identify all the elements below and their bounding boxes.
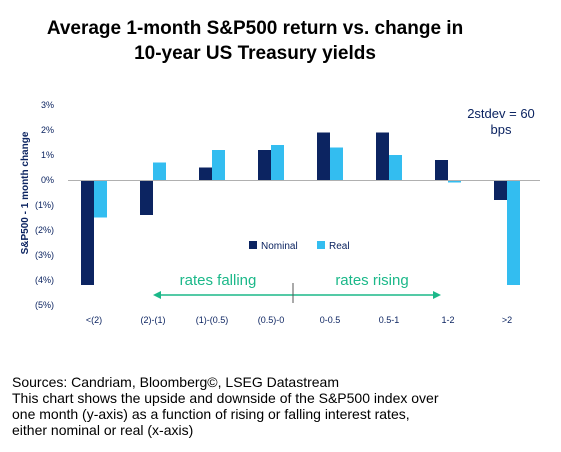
bars <box>81 132 520 285</box>
bar-real-2 <box>212 150 225 180</box>
rates-rising-label: rates rising <box>335 272 408 289</box>
y-tick-label: (2%) <box>35 225 54 235</box>
x-tick-label: 0.5-1 <box>379 315 400 325</box>
bar-real-7 <box>507 180 520 285</box>
y-tick-label: (3%) <box>35 250 54 260</box>
bar-nominal-6 <box>435 160 448 180</box>
bar-nominal-5 <box>376 132 389 180</box>
legend-label-nominal: Nominal <box>261 241 298 252</box>
x-tick-label: 1-2 <box>441 315 454 325</box>
chart-title-line-1: Average 1-month S&P500 return vs. change… <box>46 18 464 39</box>
footer-note-line-3: either nominal or real (x-axis) <box>12 422 194 438</box>
chart-title-line-2: 10-year US Treasury yields <box>134 43 376 64</box>
y-axis-label: S&P500 - 1 month change <box>20 131 31 254</box>
legend-label-real: Real <box>329 241 350 252</box>
x-tick-label: (1)-(0.5) <box>196 315 229 325</box>
bar-real-0 <box>94 180 107 218</box>
bar-real-4 <box>330 147 343 180</box>
legend-swatch-nominal <box>249 241 257 249</box>
y-tick-label: (5%) <box>35 300 54 310</box>
footer: Sources: Candriam, Bloomberg©, LSEG Data… <box>12 374 552 438</box>
x-axis-ticks: <(2) (2)-(1) (1)-(0.5) (0.5)-0 0-0.5 0.5-1 1-2… <box>86 315 512 325</box>
rates-arrow-left-head <box>153 291 161 299</box>
x-tick-label: <(2) <box>86 315 102 325</box>
x-tick-label: 0-0.5 <box>320 315 341 325</box>
bar-nominal-2 <box>199 167 212 180</box>
legend: Nominal Real <box>249 241 350 252</box>
bar-real-1 <box>153 162 166 180</box>
chart-title: Average 1-month S&P500 return vs. change… <box>0 16 510 66</box>
bar-nominal-7 <box>494 180 507 200</box>
legend-swatch-real <box>317 241 325 249</box>
bar-chart: S&P500 - 1 month change 3% 2% 1% 0% (1%) (2%)… <box>20 100 540 325</box>
x-tick-label: >2 <box>502 315 512 325</box>
rates-arrow-right-head <box>433 291 441 299</box>
x-tick-label: (0.5)-0 <box>258 315 285 325</box>
y-tick-label: 1% <box>41 150 54 160</box>
footer-note-line-1: This chart shows the upside and downside… <box>12 390 439 406</box>
bar-nominal-0 <box>81 180 94 285</box>
stdev-line-2: bps <box>491 122 512 137</box>
bar-nominal-1 <box>140 180 153 215</box>
y-tick-label: 0% <box>41 175 54 185</box>
bar-real-3 <box>271 145 284 180</box>
x-tick-label: (2)-(1) <box>141 315 166 325</box>
stdev-line-1: 2stdev = 60 <box>467 106 535 121</box>
stdev-annotation: 2stdev = 60 bps <box>467 106 535 137</box>
bar-real-6 <box>448 180 461 183</box>
y-tick-label: (4%) <box>35 275 54 285</box>
bar-nominal-3 <box>258 150 271 180</box>
y-tick-label: (1%) <box>35 200 54 210</box>
y-tick-label: 3% <box>41 100 54 110</box>
bar-nominal-4 <box>317 132 330 180</box>
bar-real-5 <box>389 155 402 180</box>
rates-falling-label: rates falling <box>180 272 257 289</box>
y-axis-ticks: 3% 2% 1% 0% (1%) (2%) (3%) (4%) (5%) <box>35 100 54 310</box>
footer-note-line-2: one month (y-axis) as a function of risi… <box>12 406 410 422</box>
y-tick-label: 2% <box>41 125 54 135</box>
rates-annotation: rates falling rates rising <box>153 272 441 303</box>
footer-source: Sources: Candriam, Bloomberg©, LSEG Data… <box>12 374 340 390</box>
